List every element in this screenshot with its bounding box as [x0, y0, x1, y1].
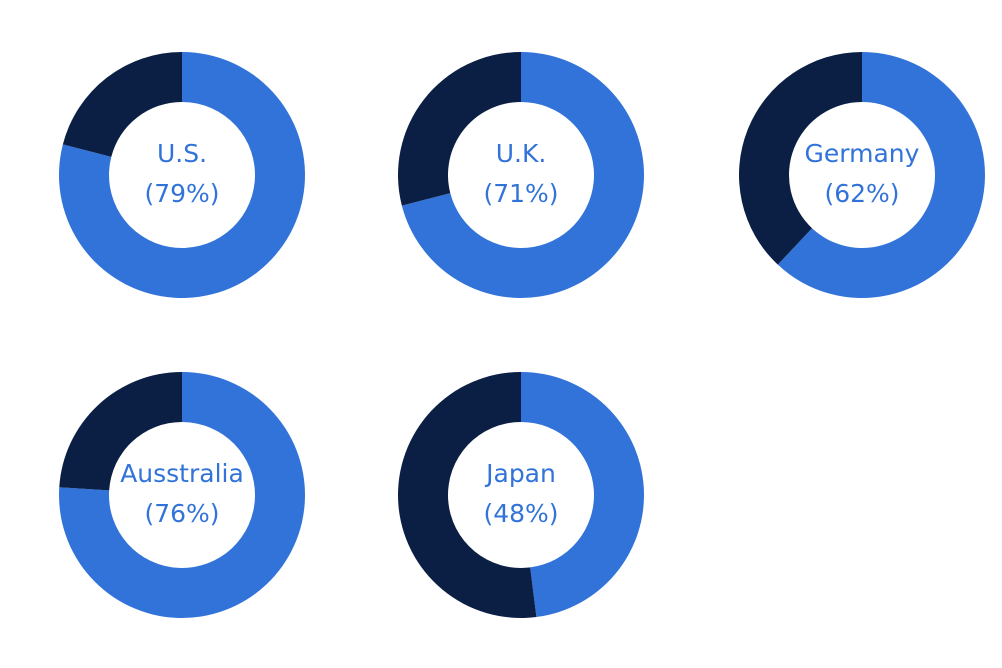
value-label: (62%) [824, 179, 899, 208]
value-label: (76%) [144, 499, 219, 528]
chart-label: Ausstralia [120, 459, 244, 488]
value-label: (71%) [483, 179, 558, 208]
donut-segment [59, 372, 305, 618]
chart-label: U.K. [496, 139, 547, 168]
donut-segment [401, 52, 644, 298]
donut-segment [521, 372, 644, 618]
donut-segment [59, 372, 182, 491]
value-label: (79%) [144, 179, 219, 208]
chart-label: U.S. [157, 139, 207, 168]
chart-label: Germany [805, 139, 920, 168]
chart-label: Japan [484, 459, 556, 488]
donut-segment [59, 52, 306, 298]
value-label: (48%) [483, 499, 558, 528]
donut-segment [62, 52, 182, 157]
donut-segment [398, 52, 521, 206]
donut-segment [397, 372, 537, 618]
donut-segment [739, 52, 862, 265]
donut-segment [777, 51, 985, 298]
